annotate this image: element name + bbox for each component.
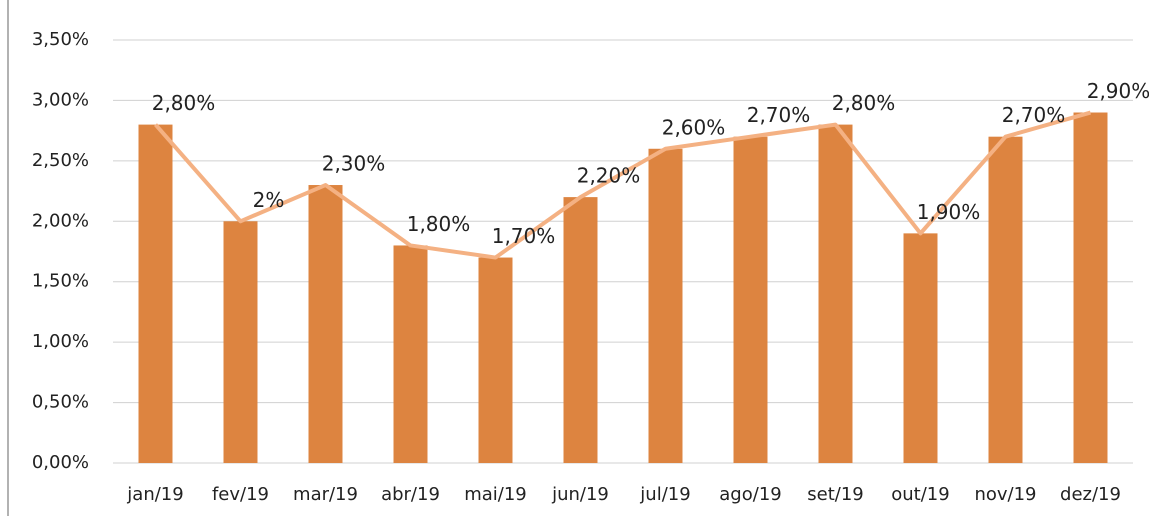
x-tick-label: dez/19 bbox=[1060, 484, 1121, 505]
value-label: 2,90% bbox=[1087, 79, 1149, 103]
bar bbox=[818, 124, 853, 463]
bar bbox=[733, 136, 768, 463]
bar bbox=[1073, 112, 1108, 463]
value-label: 2,60% bbox=[662, 115, 726, 139]
x-tick-label: ago/19 bbox=[719, 484, 781, 505]
x-tick-label: jul/19 bbox=[639, 484, 690, 505]
line bbox=[153, 110, 1092, 260]
x-tick-label: mar/19 bbox=[293, 484, 358, 505]
x-tick-label: jun/19 bbox=[551, 484, 609, 505]
x-tick-label: mai/19 bbox=[464, 484, 527, 505]
value-label: 2,80% bbox=[152, 91, 216, 115]
bar bbox=[988, 136, 1023, 463]
bar bbox=[308, 185, 343, 463]
x-tick-label: abr/19 bbox=[381, 484, 440, 505]
bar bbox=[478, 257, 513, 463]
y-tick-label: 3,50% bbox=[32, 29, 89, 50]
bar bbox=[393, 245, 428, 463]
value-label: 2,30% bbox=[322, 152, 386, 176]
y-tick-label: 1,00% bbox=[32, 331, 89, 352]
x-tick-label: out/19 bbox=[891, 484, 949, 505]
y-tick-label: 2,50% bbox=[32, 150, 89, 171]
value-label: 2,80% bbox=[832, 91, 896, 115]
y-tick-label: 2,00% bbox=[32, 210, 89, 231]
bar bbox=[648, 148, 683, 463]
value-label: 2,70% bbox=[747, 103, 811, 127]
y-tick-label: 3,00% bbox=[32, 89, 89, 110]
x-tick-label: jan/19 bbox=[126, 484, 183, 505]
value-label: 1,70% bbox=[492, 224, 556, 248]
bar bbox=[563, 197, 598, 463]
value-label: 2,20% bbox=[577, 164, 641, 188]
y-tick-label: 1,50% bbox=[32, 271, 89, 292]
bar bbox=[903, 233, 938, 463]
bar bbox=[138, 124, 173, 463]
x-tick-label: fev/19 bbox=[212, 484, 269, 505]
value-label: 1,80% bbox=[407, 212, 471, 236]
value-label: 2,70% bbox=[1002, 103, 1066, 127]
bar bbox=[223, 221, 258, 463]
y-tick-label: 0,50% bbox=[32, 392, 89, 413]
value-label: 2% bbox=[253, 188, 285, 212]
x-tick-label: nov/19 bbox=[974, 484, 1036, 505]
x-tick-label: set/19 bbox=[807, 484, 863, 505]
value-label: 1,90% bbox=[917, 200, 981, 224]
y-tick-label: 0,00% bbox=[32, 452, 89, 473]
